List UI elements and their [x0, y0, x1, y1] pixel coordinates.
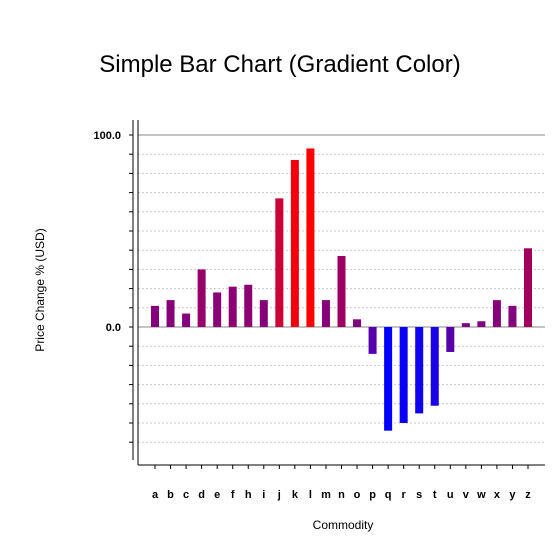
bar-y: [508, 305, 517, 327]
x-tick-label: p: [369, 489, 376, 501]
axes: [132, 120, 545, 466]
bar-d: [197, 269, 206, 327]
x-tick-label: a: [152, 489, 159, 501]
y-tick-label: 100.0: [93, 130, 121, 142]
bar-q: [384, 327, 393, 431]
bar-t: [430, 327, 439, 406]
bar-e: [213, 292, 222, 327]
grid-lines: [129, 134, 545, 469]
x-tick-label: v: [463, 489, 470, 501]
x-tick-label: q: [385, 489, 392, 501]
x-tick-label: s: [416, 489, 422, 501]
x-tick-label: x: [494, 489, 501, 501]
x-tick-label: e: [214, 489, 220, 501]
x-tick-label: b: [167, 489, 174, 501]
x-tick-label: z: [525, 489, 531, 501]
bar-c: [182, 313, 191, 327]
bar-l: [306, 148, 315, 327]
x-axis-label: Commodity: [313, 518, 374, 532]
y-axis-label: Price Change % (USD): [33, 228, 47, 351]
bar-x: [492, 300, 501, 327]
bar-m: [321, 300, 330, 327]
x-tick-label: t: [433, 489, 437, 501]
x-tick-label: m: [321, 489, 331, 501]
bars: [151, 148, 532, 431]
x-tick-label: l: [309, 489, 312, 501]
x-tick-label: n: [338, 489, 345, 501]
bar-f: [228, 286, 237, 327]
x-tick-label: w: [476, 489, 486, 501]
bar-v: [461, 323, 470, 327]
x-tick-label: y: [509, 489, 516, 501]
bar-u: [446, 327, 455, 352]
bar-a: [151, 305, 159, 327]
bar-i: [259, 300, 268, 327]
x-tick-label: i: [262, 489, 265, 501]
bar-h: [244, 284, 253, 327]
bar-r: [399, 327, 408, 423]
bar-n: [337, 255, 346, 327]
x-tick-label: h: [245, 489, 252, 501]
x-tick-label: c: [183, 489, 189, 501]
y-tick-label: 0.0: [106, 322, 121, 334]
bar-j: [275, 198, 284, 327]
bar-o: [353, 319, 362, 327]
bar-k: [290, 159, 299, 327]
bar-z: [524, 248, 532, 327]
x-tick-label: u: [447, 489, 454, 501]
x-tick-label: j: [277, 489, 281, 501]
bar-b: [166, 300, 175, 327]
x-tick-label: o: [354, 489, 361, 501]
tick-labels: 100.0 0.0 a b c d e f h i j k l m n o p q r s t u v w x y z: [93, 130, 531, 501]
x-tick-label: k: [292, 489, 299, 501]
bar-w: [477, 321, 486, 327]
x-tick-label: r: [402, 489, 407, 501]
bar-p: [368, 327, 377, 354]
bar-s: [415, 327, 424, 414]
x-tick-label: d: [198, 489, 205, 501]
x-tick-label: f: [231, 489, 235, 501]
chart-title: Simple Bar Chart (Gradient Color): [99, 51, 461, 78]
